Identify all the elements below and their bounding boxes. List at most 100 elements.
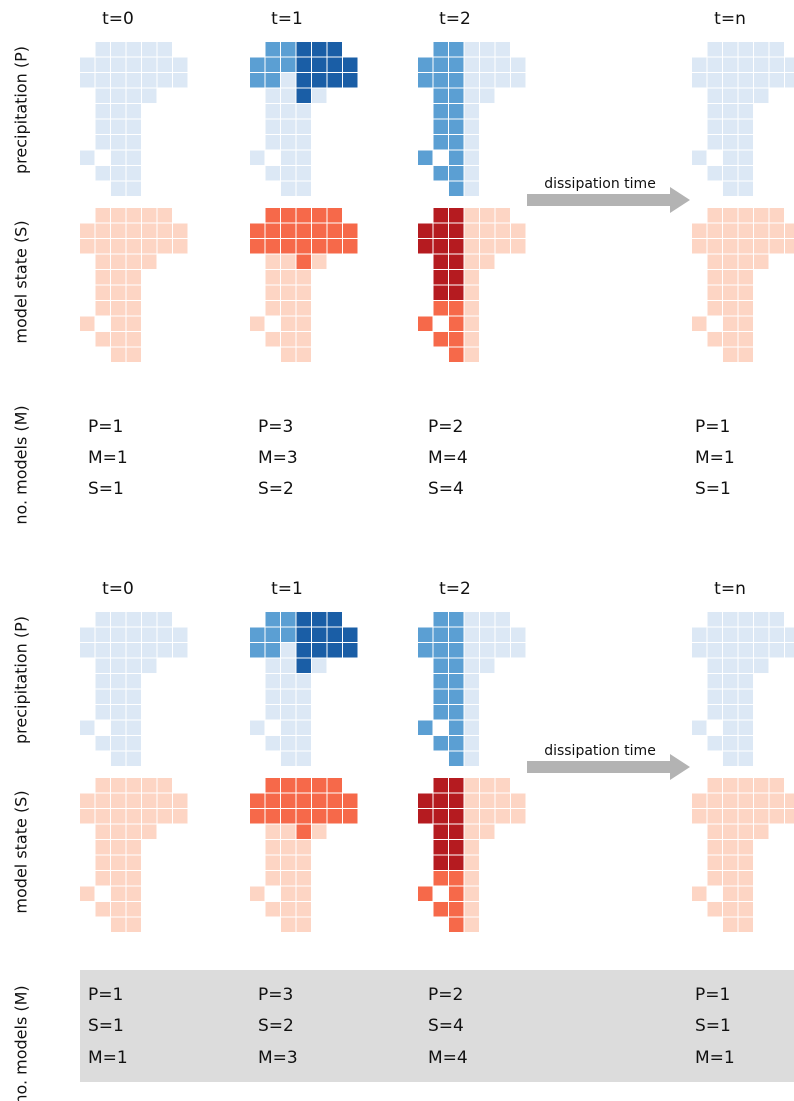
grid-cell <box>692 239 707 254</box>
grid-cell <box>433 119 448 134</box>
grid-cell <box>111 208 126 223</box>
grid-cell <box>126 181 141 196</box>
grid-cell <box>449 301 464 316</box>
grid-cell <box>785 223 794 238</box>
grid-cell <box>723 627 738 642</box>
grid-cell <box>95 88 110 103</box>
grid-cell <box>173 643 188 658</box>
grid-cell <box>738 223 753 238</box>
grid-cell <box>707 301 722 316</box>
grid-cell <box>785 627 794 642</box>
grid-cell <box>126 840 141 855</box>
grid-cell <box>126 135 141 150</box>
grid-cell <box>433 824 448 839</box>
grid-cell <box>707 332 722 347</box>
grid-cell <box>418 73 433 88</box>
grid-cell <box>157 223 172 238</box>
grid-cell <box>173 239 188 254</box>
time-label: t=2 <box>439 579 471 599</box>
grid-cell <box>95 809 110 824</box>
grid-cell <box>95 627 110 642</box>
grid-cell <box>250 809 265 824</box>
grid-cell <box>111 643 126 658</box>
grid-cell <box>464 166 479 181</box>
grid-cell <box>707 208 722 223</box>
grid-cell <box>142 612 157 627</box>
grid-cell <box>111 73 126 88</box>
grid-cell <box>433 871 448 886</box>
grid-cell <box>80 316 95 331</box>
grid-cell <box>126 150 141 165</box>
grid-cell <box>495 778 510 793</box>
grid-cell <box>433 627 448 642</box>
grid-cell <box>126 254 141 269</box>
grid-cell <box>723 316 738 331</box>
grid-cell <box>449 705 464 720</box>
grid-cell <box>111 181 126 196</box>
grid-cell <box>126 705 141 720</box>
grid-cell <box>464 689 479 704</box>
grid-cell <box>723 612 738 627</box>
grid-cell <box>265 223 280 238</box>
grid-cell <box>480 809 495 824</box>
grid-cell <box>80 239 95 254</box>
grid-cell <box>692 720 707 735</box>
grid-cell <box>296 208 311 223</box>
grid-cell <box>433 223 448 238</box>
grid-cell <box>157 793 172 808</box>
grid-cell <box>723 285 738 300</box>
grid-cell <box>95 840 110 855</box>
grid-cell <box>111 166 126 181</box>
grid-cell <box>312 778 327 793</box>
grid-cell <box>126 57 141 72</box>
grid-cell <box>464 736 479 751</box>
grid-cell <box>754 793 769 808</box>
grid-cell <box>250 57 265 72</box>
grid-cell <box>281 135 296 150</box>
grid-cell <box>126 104 141 119</box>
grid-cell <box>449 88 464 103</box>
stat-text: P=1 <box>88 417 123 437</box>
grid-cell <box>785 793 794 808</box>
grid-cell <box>723 223 738 238</box>
grid-cell <box>464 871 479 886</box>
grid-cell <box>464 119 479 134</box>
grid-cell <box>723 720 738 735</box>
grid-cell <box>281 223 296 238</box>
grid-cell <box>707 119 722 134</box>
grid-cell <box>327 612 342 627</box>
grid-cell <box>95 119 110 134</box>
time-label: t=1 <box>271 9 303 29</box>
grid-cell <box>281 150 296 165</box>
grid-cell <box>327 778 342 793</box>
grid-cell <box>449 135 464 150</box>
grid-cell <box>265 119 280 134</box>
grid-cell <box>723 793 738 808</box>
grid-cell <box>281 73 296 88</box>
grid-cell <box>95 332 110 347</box>
grid-cell <box>126 809 141 824</box>
grid-cell <box>296 612 311 627</box>
grid-cell <box>126 751 141 766</box>
grid-cell <box>464 150 479 165</box>
grid-cell <box>738 720 753 735</box>
grid-cell <box>327 793 342 808</box>
grid-cell <box>312 643 327 658</box>
grid-cell <box>449 689 464 704</box>
grid-cell <box>281 181 296 196</box>
grid-cell <box>95 208 110 223</box>
grid-cell <box>111 239 126 254</box>
grid-cell <box>464 181 479 196</box>
grid-cell <box>738 809 753 824</box>
grid-cell <box>126 689 141 704</box>
grid-cell <box>769 809 784 824</box>
grid-cell <box>281 57 296 72</box>
grid-cell <box>754 57 769 72</box>
grid-cell <box>111 223 126 238</box>
grid-cell <box>723 689 738 704</box>
grid-cell <box>281 301 296 316</box>
grid-cell <box>433 301 448 316</box>
grid-cell <box>449 840 464 855</box>
grid-cell <box>312 239 327 254</box>
